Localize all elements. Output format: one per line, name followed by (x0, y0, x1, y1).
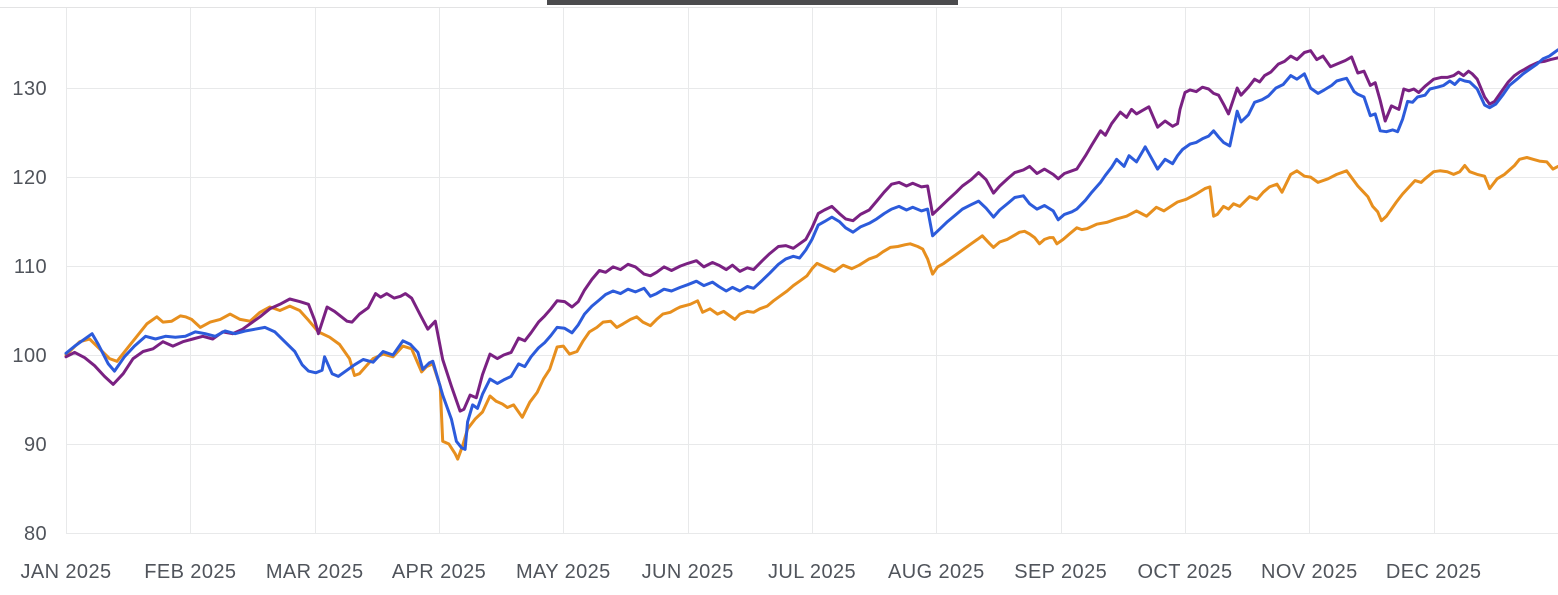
series-blue-line[interactable] (64, 48, 1558, 451)
x-axis-tick-label: AUG 2025 (888, 561, 985, 583)
x-axis-tick-label: OCT 2025 (1137, 561, 1232, 583)
x-axis-tick-label: APR 2025 (392, 561, 486, 583)
y-axis-tick-label: 100 (12, 345, 47, 367)
x-axis-tick-label: JUL 2025 (768, 561, 856, 583)
x-axis: JAN 2025 FEB 2025 MAR 2025 APR 2025 MAY 2025… (20, 561, 1481, 583)
series-orange-line[interactable] (64, 156, 1558, 461)
x-axis-tick-label: NOV 2025 (1261, 561, 1358, 583)
y-axis-tick-label: 130 (12, 78, 47, 100)
cropped-toolbar-fragment (547, 0, 958, 5)
x-axis-tick-label: JUN 2025 (642, 561, 734, 583)
x-axis-tick-label: FEB 2025 (144, 561, 236, 583)
x-axis-tick-label: MAR 2025 (266, 561, 364, 583)
x-axis-tick-label: MAY 2025 (516, 561, 611, 583)
y-axis-tick-label: 110 (14, 256, 47, 278)
y-axis-tick-label: 90 (24, 434, 47, 456)
series-purple-line[interactable] (64, 49, 1558, 413)
y-axis: 80 90 100 110 120 130 (12, 78, 47, 545)
x-axis-tick-label: JAN 2025 (20, 561, 111, 583)
y-axis-tick-label: 80 (24, 523, 47, 545)
x-axis-tick-label: DEC 2025 (1386, 561, 1481, 583)
x-axis-tick-label: SEP 2025 (1014, 561, 1107, 583)
y-axis-tick-label: 120 (12, 167, 47, 189)
widget-top-border (0, 7, 1558, 8)
